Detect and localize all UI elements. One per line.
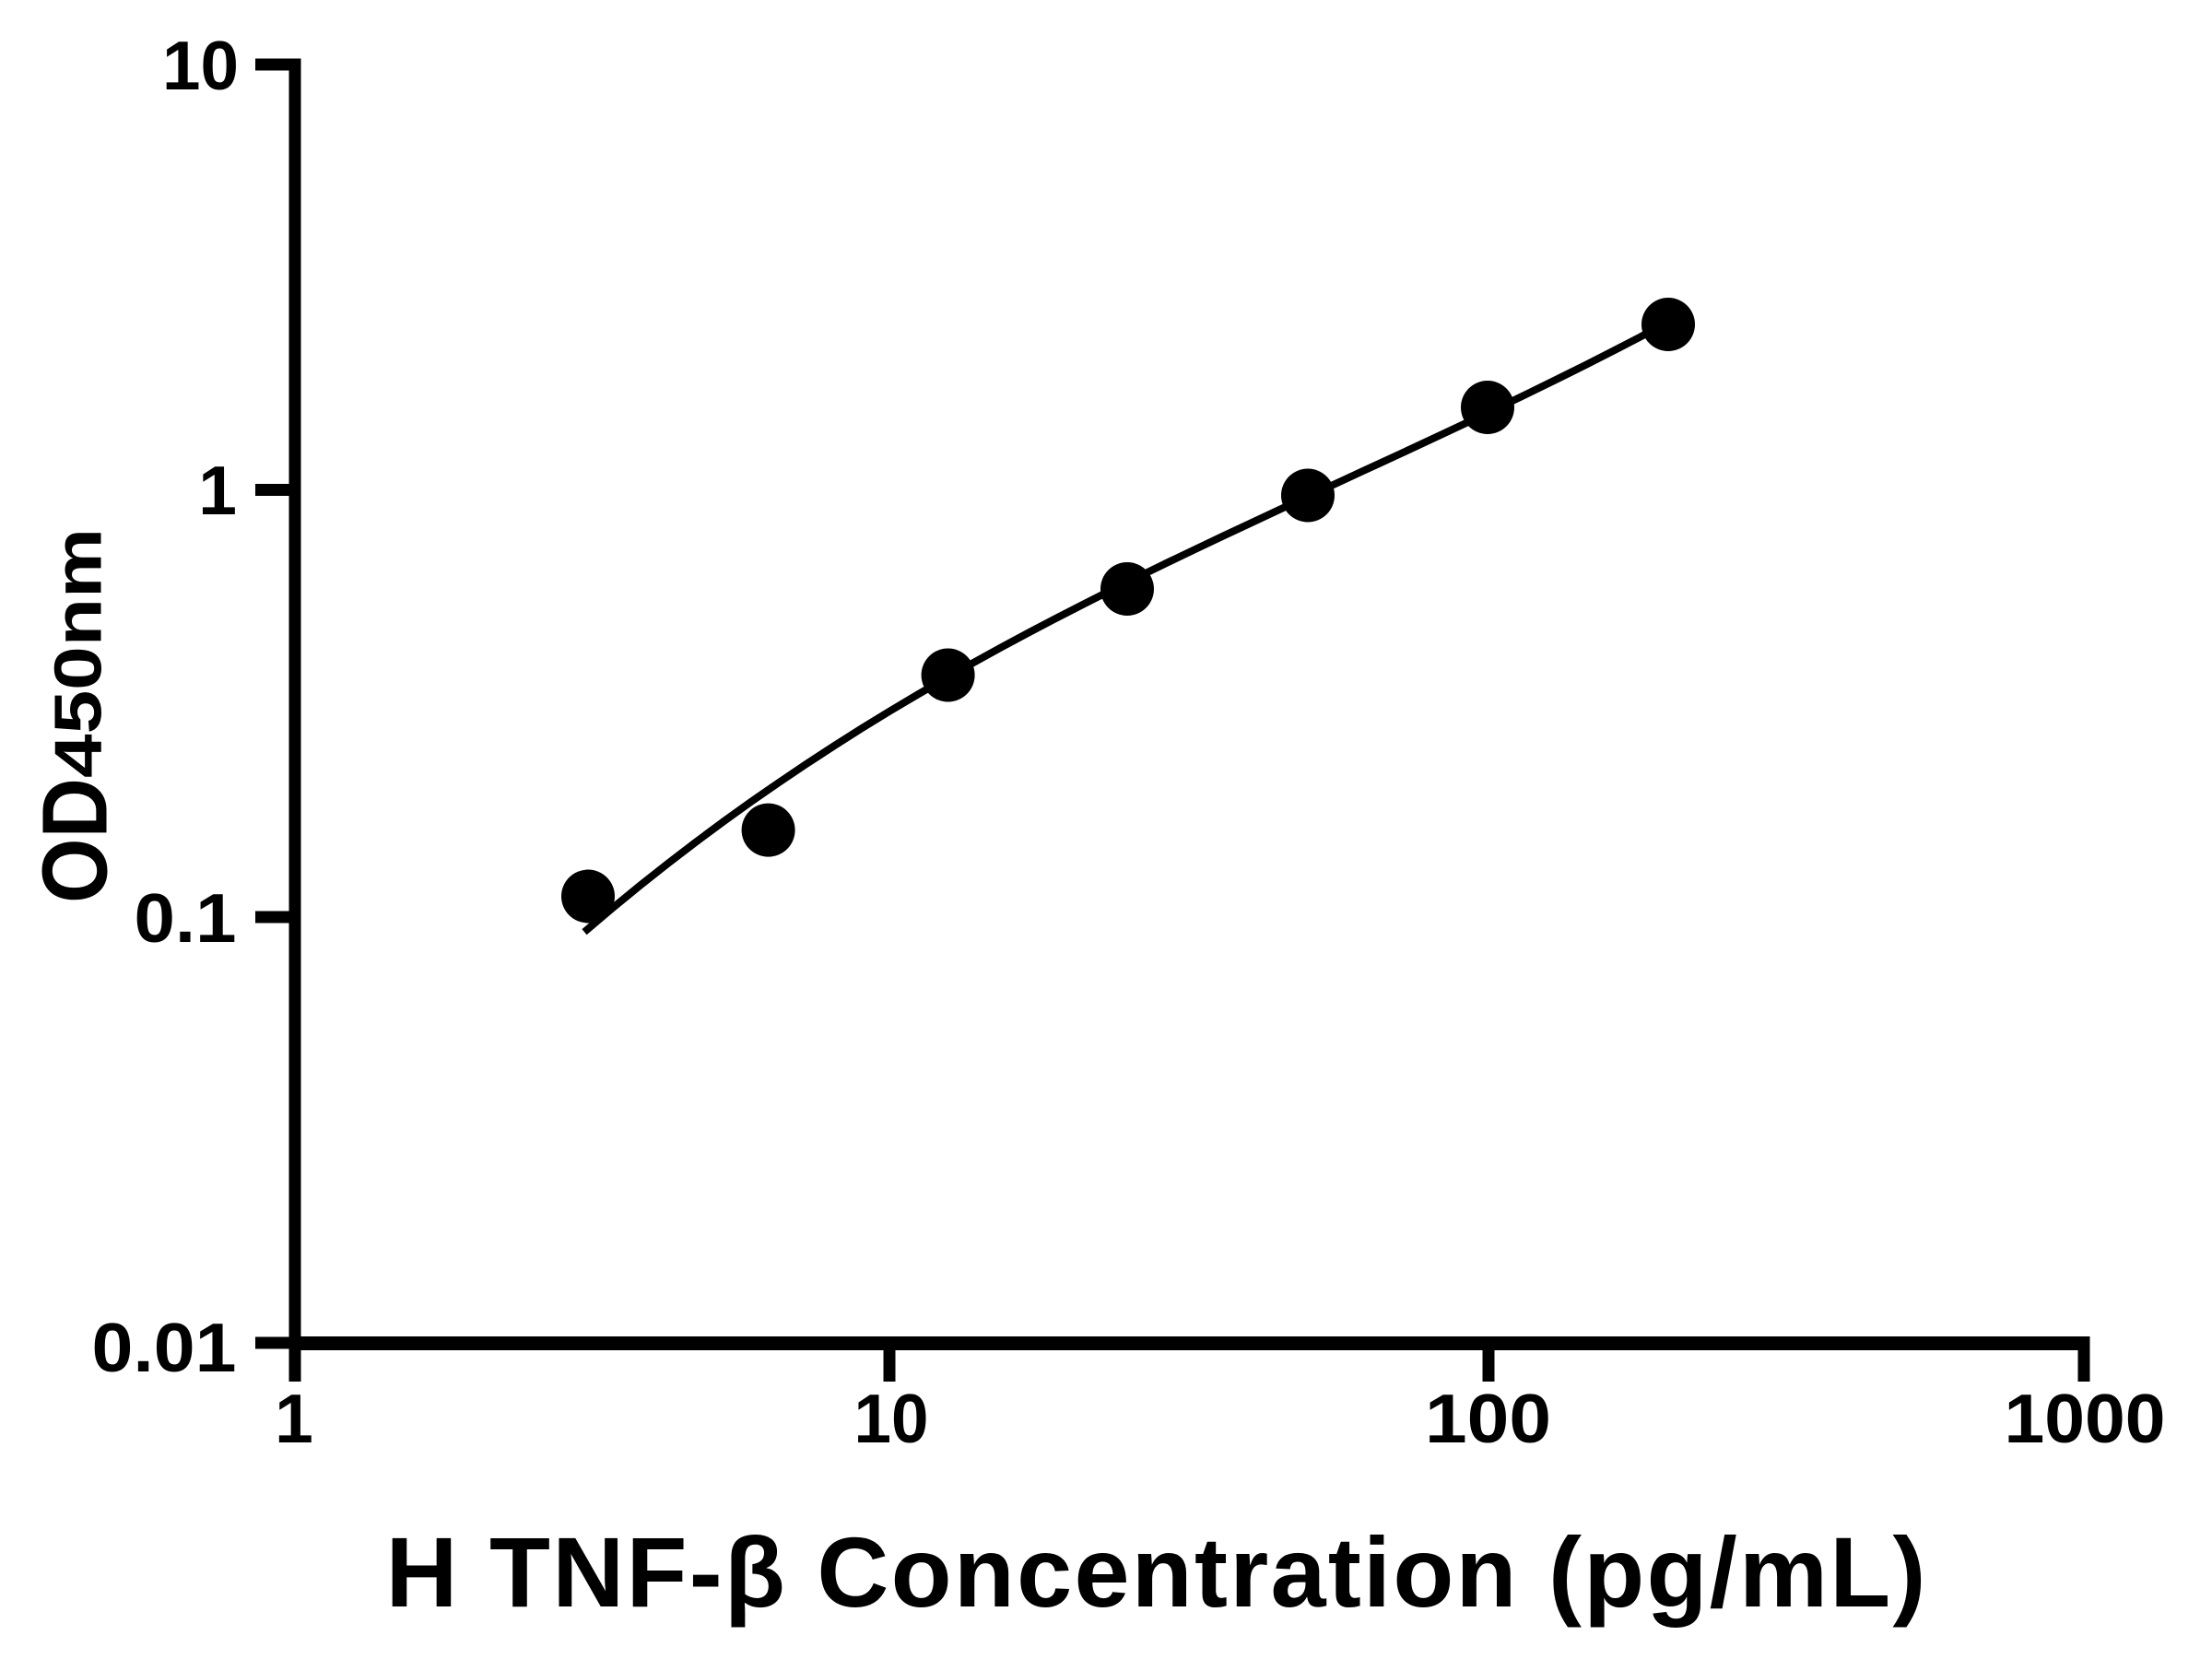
svg-text:0.1: 0.1 <box>135 879 237 957</box>
svg-text:OD450nm: OD450nm <box>24 528 127 903</box>
svg-text:0.01: 0.01 <box>92 1309 237 1386</box>
svg-text:1: 1 <box>275 1380 313 1457</box>
svg-text:10: 10 <box>854 1380 929 1457</box>
svg-text:H TNF-β Concentration (pg/mL): H TNF-β Concentration (pg/mL) <box>386 1516 1926 1628</box>
svg-text:100: 100 <box>1425 1380 1551 1457</box>
svg-text:1000: 1000 <box>2005 1380 2166 1457</box>
svg-text:10: 10 <box>162 27 239 104</box>
svg-text:1: 1 <box>198 452 237 529</box>
